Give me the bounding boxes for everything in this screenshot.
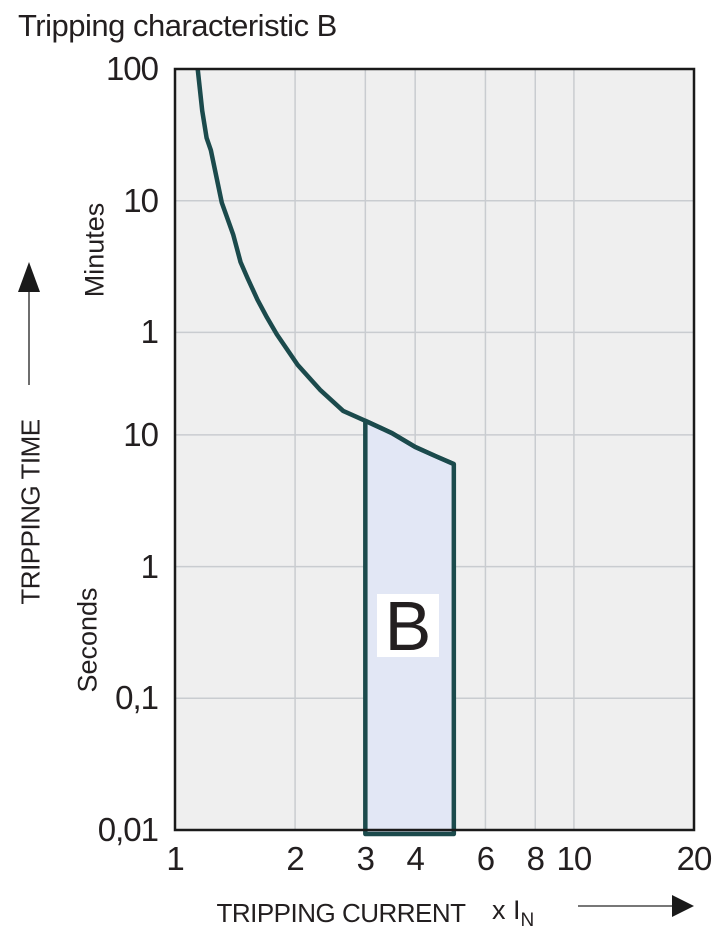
x-axis-multiplier-prefix: x I xyxy=(492,895,521,925)
y-axis-arrow-icon xyxy=(18,262,40,385)
page-title: Tripping characteristic B xyxy=(18,8,337,43)
x-axis-multiplier: x IN xyxy=(492,895,534,932)
band-label: B xyxy=(384,586,432,665)
x-axis-title: TRIPPING CURRENT xyxy=(216,898,466,928)
chart-plot-area xyxy=(173,67,696,837)
y-axis-unit-seconds: Seconds xyxy=(72,587,103,693)
y-axis-unit-minutes: Minutes xyxy=(79,202,110,298)
x-axis-arrow-icon xyxy=(578,895,694,917)
plot-border xyxy=(173,67,696,832)
x-axis-multiplier-subscript: N xyxy=(520,910,535,931)
trip-curve xyxy=(195,68,455,467)
y-axis-title: TRIPPING TIME xyxy=(15,419,46,605)
band-label-box: B xyxy=(377,591,439,661)
